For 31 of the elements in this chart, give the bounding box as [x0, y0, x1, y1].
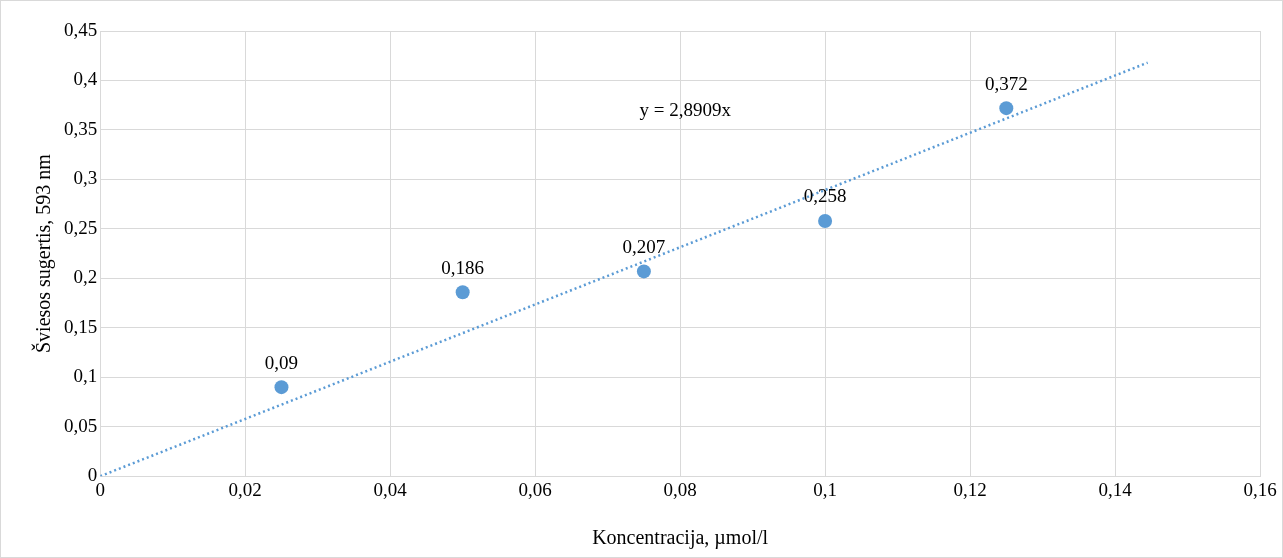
y-tick-label: 0,25 [64, 216, 98, 238]
y-tick-label: 0,3 [73, 167, 98, 189]
y-tick-label: 0,45 [64, 18, 98, 40]
point [455, 285, 470, 300]
data-label: 0,258 [803, 185, 847, 207]
x-tick-label: 0,02 [228, 478, 262, 500]
y-tick-label: 0,1 [73, 365, 98, 387]
x-tick-label: 0,12 [953, 478, 987, 500]
point [636, 264, 651, 279]
x-tick-label: 0,16 [1243, 478, 1277, 500]
annotation: y = 2,8909x [639, 98, 732, 120]
point [274, 380, 289, 395]
y-tick-label: 0,15 [64, 315, 98, 337]
x-axis-title: Koncentracija, µmol/l [592, 526, 769, 550]
y-tick-label: 0,05 [64, 414, 98, 436]
data-label: 0,09 [264, 351, 299, 373]
point [818, 213, 833, 228]
y-axis-title: Šviesos sugertis, 593 nm [31, 153, 56, 354]
data-label: 0,186 [441, 256, 485, 278]
x-tick-label: 0,1 [813, 478, 837, 500]
x-tick-label: 0,06 [518, 478, 552, 500]
y-tick-label: 0,4 [73, 68, 98, 90]
data-label: 0,207 [622, 235, 666, 257]
x-tick-label: 0,08 [663, 478, 697, 500]
y-tick-label: 0,2 [73, 266, 98, 288]
y-tick-label: 0 [87, 464, 98, 486]
x-tick-label: 0,14 [1098, 478, 1133, 500]
y-tick-label: 0,35 [64, 117, 98, 139]
point [999, 101, 1014, 116]
data-label: 0,372 [984, 72, 1028, 94]
x-tick-label: 0,04 [373, 478, 408, 500]
